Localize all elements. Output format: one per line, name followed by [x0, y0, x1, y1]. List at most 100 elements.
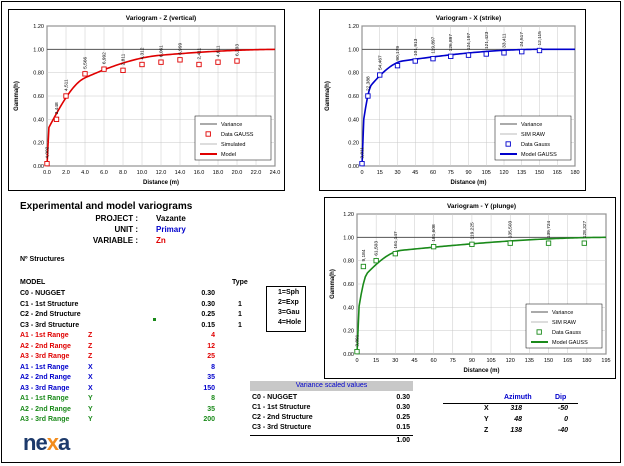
- pair-count-label: 9,184: [361, 249, 367, 261]
- range-row-label: A2 - 2nd Range: [20, 374, 71, 381]
- orientation-axis: X: [484, 405, 489, 412]
- variance-row-label: C1 - 1st Structure: [252, 404, 311, 411]
- data-point: [82, 71, 88, 77]
- x-tick-label: 195: [601, 358, 610, 364]
- model-row-label: C1 - 1st Structure: [20, 300, 79, 308]
- variogram-x-chart: Variogram - X (strike) 0.00 0.20 0.40 0.60 0.…: [319, 9, 586, 191]
- y-tick-label: 0.20: [348, 141, 359, 147]
- variogram-y-chart: Variogram - Y (plunge) 0.00 0.20 0.40 0.60 0.…: [324, 197, 616, 379]
- legend-label: Data GAUSS: [221, 132, 254, 138]
- variance-row-value: 0.30: [396, 404, 410, 411]
- x-tick-label: 2.0: [62, 170, 70, 176]
- legend-swatch: [536, 329, 542, 335]
- variogram-x-svg: Variogram - X (strike) 0.00 0.20 0.40 0.60 0.…: [325, 15, 580, 186]
- nexa-logo: nexa: [23, 430, 70, 456]
- pair-count-label: 101,913: [413, 38, 419, 56]
- pair-count-label: 6,203: [235, 44, 241, 56]
- range-row-label: A1 - 1st Range: [20, 332, 69, 339]
- x-tick-label: 120: [506, 358, 515, 364]
- variance-total-rule: [250, 435, 413, 436]
- y-tick-label: 1.20: [33, 24, 44, 30]
- range-row-label: A1 - 1st Range: [20, 363, 69, 371]
- dip-header: Dip: [555, 394, 567, 401]
- data-point: [483, 51, 489, 57]
- range-row-axis: Y: [88, 395, 93, 402]
- range-row-axis: Y: [88, 405, 93, 413]
- variance-row-label: C0 - NUGGET: [252, 394, 298, 401]
- pair-count-label: 22,388: [365, 76, 371, 91]
- type-legend-item: 1=Sph: [278, 289, 300, 296]
- pair-count-label: 24,517: [519, 32, 525, 47]
- x-tick-label: 150: [544, 358, 553, 364]
- pair-count-label: 6,999: [178, 42, 184, 54]
- x-tick-label: 105: [486, 358, 495, 364]
- y-tick-label: 0.20: [343, 329, 354, 335]
- x-tick-label: 120: [499, 170, 508, 176]
- orientation-dip: -40: [557, 427, 568, 434]
- data-point: [430, 56, 436, 62]
- pair-count-label: 181,608: [431, 224, 437, 242]
- y-tick-label: 0.00: [348, 164, 359, 170]
- range-row-axis: X: [88, 363, 93, 371]
- legend-label: Variance: [221, 122, 242, 128]
- data-point: [392, 251, 398, 257]
- data-point: [234, 58, 240, 64]
- chart-title: Variogram - X (strike): [436, 15, 501, 22]
- green-marker: [153, 318, 156, 321]
- unit-value: Primary: [156, 225, 186, 234]
- chart-title: Variogram - Z (vertical): [126, 15, 196, 22]
- data-point: [360, 263, 367, 270]
- x-axis-label: Distance (m): [450, 180, 486, 186]
- data-point: [139, 61, 145, 68]
- data-point: [465, 52, 472, 58]
- x-tick-label: 15: [373, 358, 379, 364]
- x-tick-label: 45: [411, 358, 417, 364]
- range-row-value: 35: [207, 374, 215, 381]
- range-row-value: 8: [211, 363, 215, 371]
- pair-count-label: 61,503: [374, 241, 380, 256]
- legend-label: SIM RAW: [552, 320, 577, 326]
- y-tick-label: 0.60: [33, 94, 44, 100]
- x-axis-label: Distance (m): [463, 368, 499, 374]
- pair-count-label: 6,992: [102, 52, 108, 64]
- logo-text-post: a: [57, 430, 70, 455]
- data-point: [158, 59, 164, 65]
- type-legend-item: 4=Hole: [278, 319, 302, 326]
- project-value: Vazante: [156, 214, 186, 223]
- orientation-rule: [443, 403, 578, 404]
- page-title: Experimental and model variograms: [20, 201, 193, 212]
- pair-count-label: 4,312: [140, 47, 146, 59]
- model-row-value: 0.30: [201, 300, 215, 308]
- type-legend-item: 3=Gau: [278, 309, 300, 316]
- x-tick-label: 6.0: [100, 170, 108, 176]
- variogram-z-chart: Variogram - Z (vertical) 0.00 0.20 0.40 0.60…: [8, 9, 285, 191]
- type-header: Type: [232, 279, 248, 286]
- y-axis-label: Gamma(h): [14, 81, 20, 111]
- legend-label: Variance: [521, 122, 542, 128]
- variable-value: Zn: [156, 236, 166, 245]
- legend-label: Model GAUSS: [552, 340, 588, 346]
- data-point: [448, 53, 454, 59]
- range-row-axis: Z: [88, 342, 93, 350]
- pair-count-label: 128,327: [582, 220, 588, 238]
- y-tick-label: 0.80: [343, 259, 354, 265]
- x-tick-label: 90: [465, 170, 471, 176]
- range-row-label: A3 - 3rd Range: [20, 353, 70, 360]
- data-point: [44, 161, 50, 167]
- data-point: [196, 61, 202, 68]
- x-tick-label: 90: [469, 358, 475, 364]
- variable-label: VARIABLE :: [92, 236, 138, 245]
- orientation-dip: -50: [557, 405, 568, 412]
- pair-count-label: 54,467: [377, 55, 383, 70]
- pair-count-label: 135,503: [508, 220, 514, 238]
- data-point: [101, 66, 107, 72]
- pair-count-label: 126,897: [448, 34, 454, 52]
- variogram-z-svg: Variogram - Z (vertical) 0.00 0.20 0.40 0.60…: [14, 15, 280, 186]
- y-tick-label: 1.20: [348, 24, 359, 30]
- x-tick-label: 14.0: [175, 170, 186, 176]
- range-row-axis: X: [88, 374, 93, 381]
- x-tick-label: 75: [450, 358, 456, 364]
- legend-box: [494, 115, 572, 161]
- x-tick-label: 60: [431, 358, 437, 364]
- y-tick-label: 1.20: [343, 212, 354, 218]
